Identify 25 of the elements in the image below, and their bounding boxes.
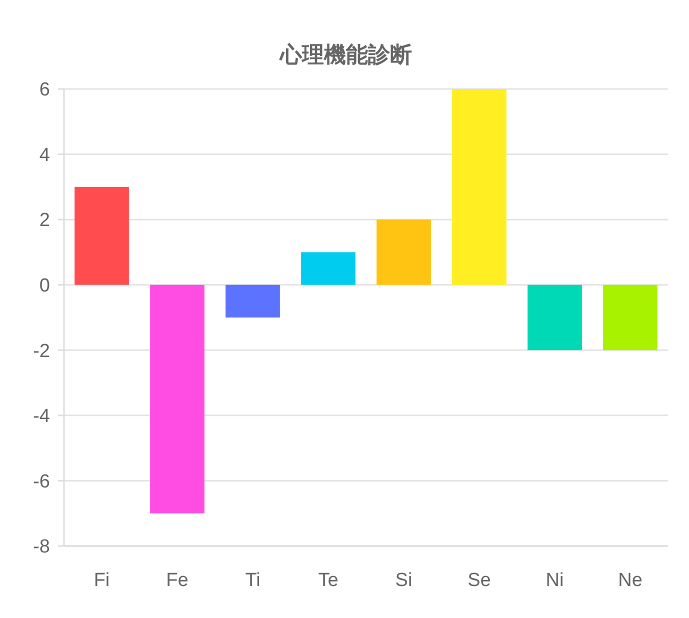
x-tick-label: Fe xyxy=(166,570,188,591)
y-tick-label: -6 xyxy=(33,471,50,492)
x-tick-label: Te xyxy=(318,570,338,591)
x-tick-label: Ti xyxy=(245,570,260,591)
bar xyxy=(301,252,356,285)
bar xyxy=(74,186,129,285)
bar xyxy=(376,220,431,285)
x-tick-label: Si xyxy=(395,570,412,591)
bar xyxy=(603,284,658,350)
y-tick-label: 0 xyxy=(39,276,50,297)
bar xyxy=(226,284,280,318)
y-tick-label: -2 xyxy=(33,340,50,362)
y-tick-label: -8 xyxy=(33,536,50,558)
y-tick-label: -4 xyxy=(33,406,50,428)
y-tick-label: 2 xyxy=(39,210,50,232)
x-tick-label: Fi xyxy=(94,570,110,591)
bar xyxy=(528,284,582,350)
bar xyxy=(150,284,204,514)
x-tick-label: Se xyxy=(468,570,491,591)
bar xyxy=(452,89,506,285)
chart-title: 心理機能診断 xyxy=(279,42,412,67)
x-tick-label: Ne xyxy=(618,570,642,591)
y-tick-label: 4 xyxy=(39,144,50,166)
y-tick-label: 6 xyxy=(39,80,50,101)
x-tick-label: Ni xyxy=(546,570,564,591)
